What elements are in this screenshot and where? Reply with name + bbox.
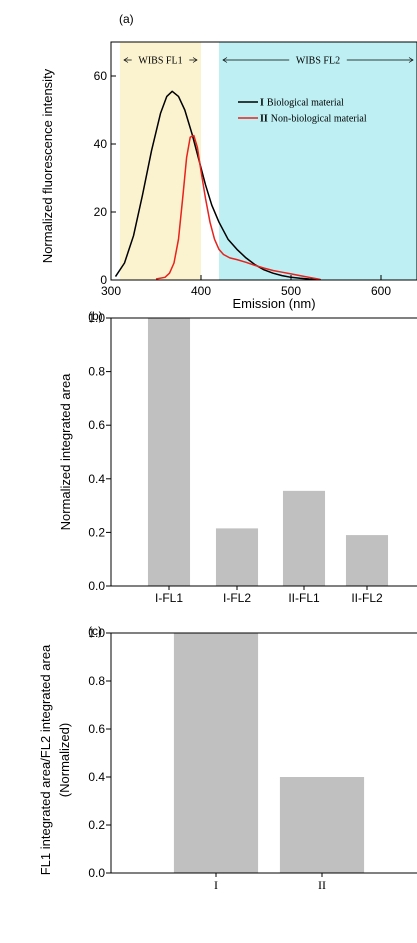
- bar-2: [279, 777, 365, 873]
- y-tick-label-5: 0.8: [88, 365, 105, 379]
- x-tick-label-2: 400: [191, 284, 211, 298]
- band-1: [120, 42, 201, 280]
- y-tick-label-4: 0.6: [88, 418, 105, 432]
- band-arrow-right-2: [408, 57, 414, 63]
- x-axis-label: Emission (nm): [232, 296, 315, 311]
- y-tick-label-5: 0.8: [88, 674, 105, 688]
- x-tick-label-1: I-FL1: [155, 591, 183, 605]
- x-tick-label-3: II-FL1: [288, 591, 320, 605]
- band-arrow-left-2: [222, 57, 228, 63]
- band-label-bg-1: [131, 53, 190, 66]
- bar-1: [173, 633, 259, 873]
- x-tick-label-2: I-FL2: [223, 591, 251, 605]
- y-tick-label-4: 0.6: [88, 722, 105, 736]
- y-tick-label-3: 0.4: [88, 472, 105, 486]
- band-arrow-left-1: [123, 57, 129, 63]
- bar-4: [345, 535, 389, 586]
- x-tick-label-1: I: [214, 878, 218, 892]
- x-tick-label-2: II: [318, 878, 326, 892]
- band-label-1: WIBS FL1: [138, 56, 182, 67]
- legend-name-2: Non-biological material: [271, 114, 367, 125]
- series-line-ii: [155, 134, 321, 281]
- legend-marker-1: I: [260, 98, 264, 109]
- legend-entry-1: I Biological material: [260, 98, 344, 109]
- y-tick-label-1: 0: [100, 273, 107, 287]
- band-arrow-right-1: [192, 57, 198, 63]
- y-axis-label-2: (Normalized): [57, 723, 72, 797]
- panel-b: I-FL1 I-FL2 II-FL1 II-FL2 0.0 0.2 0.4 0.6 0.8 1.0…: [58, 309, 417, 605]
- series-line-i: [114, 90, 321, 281]
- y-axis-label: Normalized fluorescence intensity: [40, 68, 55, 263]
- legend-name-1: Biological material: [267, 98, 344, 109]
- x-tick-label-1: 300: [101, 284, 121, 298]
- panel-label-a: (a): [119, 12, 134, 26]
- y-tick-label-6: 1.0: [88, 626, 105, 640]
- y-tick-label-1: 0.0: [88, 579, 105, 593]
- y-axis-label: FL1 integrated area/FL2 integrated area: [38, 644, 53, 875]
- band-2: [219, 42, 417, 280]
- band-label-bg-2: [289, 53, 347, 66]
- legend-marker-2: II: [260, 114, 268, 125]
- panel-c: I II0.00.20.40.60.81.0(c)FL1 integrated a…: [38, 624, 417, 892]
- y-tick-label-2: 20: [94, 205, 108, 219]
- bar-1: [147, 318, 191, 586]
- bar-3: [282, 490, 326, 586]
- y-tick-label-3: 40: [94, 137, 108, 151]
- y-tick-label-6: 1.0: [88, 311, 105, 325]
- plot-frame: [110, 41, 417, 281]
- x-tick-label-3: 500: [281, 284, 301, 298]
- y-tick-label-1: 0.0: [88, 866, 105, 880]
- x-tick-label-4: II-FL2: [351, 591, 383, 605]
- y-tick-label-4: 60: [94, 69, 108, 83]
- y-axis-label: Normalized integrated area: [58, 373, 73, 531]
- legend-entry-2: II Non-biological material: [260, 114, 367, 125]
- y-tick-label-2: 0.2: [88, 525, 105, 539]
- panel-label: (b): [88, 309, 103, 323]
- y-tick-label-2: 0.2: [88, 818, 105, 832]
- x-tick-label-4: 600: [371, 284, 391, 298]
- y-tick-label-3: 0.4: [88, 770, 105, 784]
- panel-label: (c): [88, 624, 102, 638]
- band-label-2: WIBS FL2: [296, 56, 340, 67]
- bar-2: [215, 528, 259, 586]
